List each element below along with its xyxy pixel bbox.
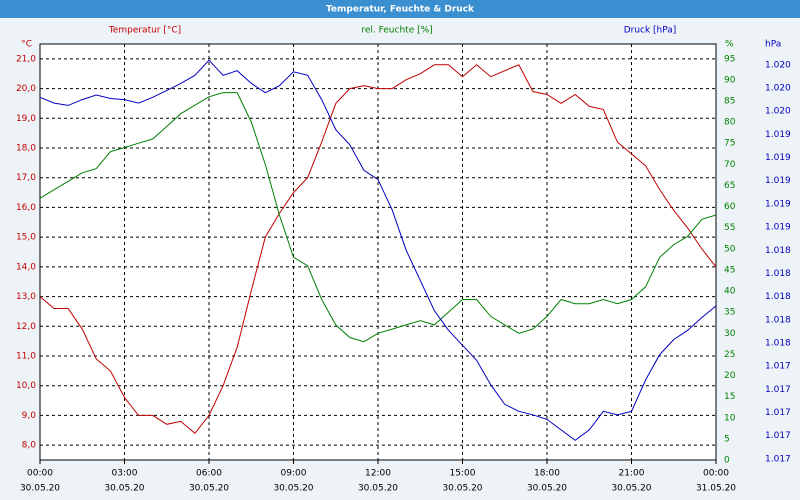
y3-tick-label: 1.019 <box>765 223 791 233</box>
y-tick-label: 19,0 <box>16 114 36 124</box>
y-tick-label: 9,0 <box>22 411 37 421</box>
y2-tick-label: 65 <box>724 181 735 191</box>
y3-label: Druck [hPa] <box>624 26 677 36</box>
y3-tick-label: 1.019 <box>765 176 791 186</box>
y3-tick-label: 1.017 <box>765 454 791 464</box>
y2-tick-label: 75 <box>724 139 735 149</box>
y3-tick-label: 1.018 <box>765 269 791 279</box>
y2-unit: % <box>725 40 734 50</box>
x-tick-date: 30.05.20 <box>611 484 651 494</box>
x-tick-date: 31.05.20 <box>696 484 736 494</box>
x-tick-label: 09:00 <box>281 469 307 479</box>
x-tick-date: 30.05.20 <box>358 484 398 494</box>
series-line <box>39 64 717 435</box>
y2-tick-label: 80 <box>724 118 736 128</box>
y-tick-label: 21,0 <box>16 54 36 64</box>
series-line <box>39 59 717 441</box>
y2-tick-label: 10 <box>724 413 736 423</box>
x-tick-date: 30.05.20 <box>189 484 229 494</box>
y2-tick-label: 45 <box>724 265 735 275</box>
y2-tick-label: 25 <box>724 350 735 360</box>
y3-tick-label: 1.020 <box>765 84 791 94</box>
x-tick-date: 30.05.20 <box>20 484 60 494</box>
y2-label: rel. Feuchte [%] <box>361 26 432 36</box>
y3-tick-label: 1.018 <box>765 338 791 348</box>
y3-tick-label: 1.017 <box>765 408 791 418</box>
x-tick-label: 03:00 <box>112 469 138 479</box>
plot-area <box>39 43 717 461</box>
y2-tick-label: 5 <box>724 434 730 444</box>
title-bar <box>0 0 800 18</box>
y2-tick-label: 15 <box>724 392 735 402</box>
x-tick-label: 12:00 <box>365 469 391 479</box>
y-tick-label: 8,0 <box>22 441 37 451</box>
x-tick-label: 18:00 <box>534 469 560 479</box>
x-tick-date: 30.05.20 <box>442 484 482 494</box>
y3-tick-label: 1.019 <box>765 153 791 163</box>
y3-unit: hPa <box>765 40 781 50</box>
y2-tick-label: 35 <box>724 308 735 318</box>
y2-tick-label: 40 <box>724 287 736 297</box>
y-tick-label: 11,0 <box>16 352 36 362</box>
y2-tick-label: 20 <box>724 371 736 381</box>
y2-tick-label: 70 <box>724 160 736 170</box>
y2-tick-label: 95 <box>724 54 735 64</box>
y3-tick-label: 1.017 <box>765 362 791 372</box>
y3-tick-label: 1.017 <box>765 431 791 441</box>
x-tick-date: 30.05.20 <box>273 484 313 494</box>
y3-tick-label: 1.019 <box>765 199 791 209</box>
x-tick-label: 15:00 <box>450 469 476 479</box>
x-tick-label: 06:00 <box>196 469 222 479</box>
y-tick-label: 12,0 <box>16 322 36 332</box>
y2-tick-label: 50 <box>724 244 736 254</box>
y-tick-label: 13,0 <box>16 292 36 302</box>
y3-tick-label: 1.019 <box>765 130 791 140</box>
y-tick-label: 17,0 <box>16 173 36 183</box>
y3-tick-label: 1.018 <box>765 315 791 325</box>
y2-tick-label: 60 <box>724 202 736 212</box>
y-unit: °C <box>21 40 32 50</box>
series-line <box>39 92 717 343</box>
y-tick-label: 20,0 <box>16 84 36 94</box>
x-tick-label: 00:00 <box>27 469 53 479</box>
y-tick-label: 10,0 <box>16 381 36 391</box>
x-tick-date: 30.05.20 <box>104 484 144 494</box>
y2-tick-label: 55 <box>724 223 735 233</box>
y3-tick-label: 1.020 <box>765 60 791 70</box>
y2-tick-label: 85 <box>724 97 735 107</box>
x-tick-label: 00:00 <box>703 469 729 479</box>
y3-tick-label: 1.020 <box>765 107 791 117</box>
x-tick-label: 21:00 <box>619 469 645 479</box>
y2-tick-label: 0 <box>724 456 730 466</box>
y3-tick-label: 1.018 <box>765 292 791 302</box>
y-label: Temperatur [°C] <box>108 26 181 36</box>
chart-title: Temperatur, Feuchte & Druck <box>326 5 475 15</box>
y2-tick-label: 30 <box>724 329 736 339</box>
y-tick-label: 18,0 <box>16 144 36 154</box>
y-tick-label: 15,0 <box>16 233 36 243</box>
y-tick-label: 14,0 <box>16 262 36 272</box>
x-tick-date: 30.05.20 <box>527 484 567 494</box>
y-tick-label: 16,0 <box>16 203 36 213</box>
y3-tick-label: 1.017 <box>765 385 791 395</box>
y3-tick-label: 1.018 <box>765 246 791 256</box>
y2-tick-label: 90 <box>724 75 736 85</box>
